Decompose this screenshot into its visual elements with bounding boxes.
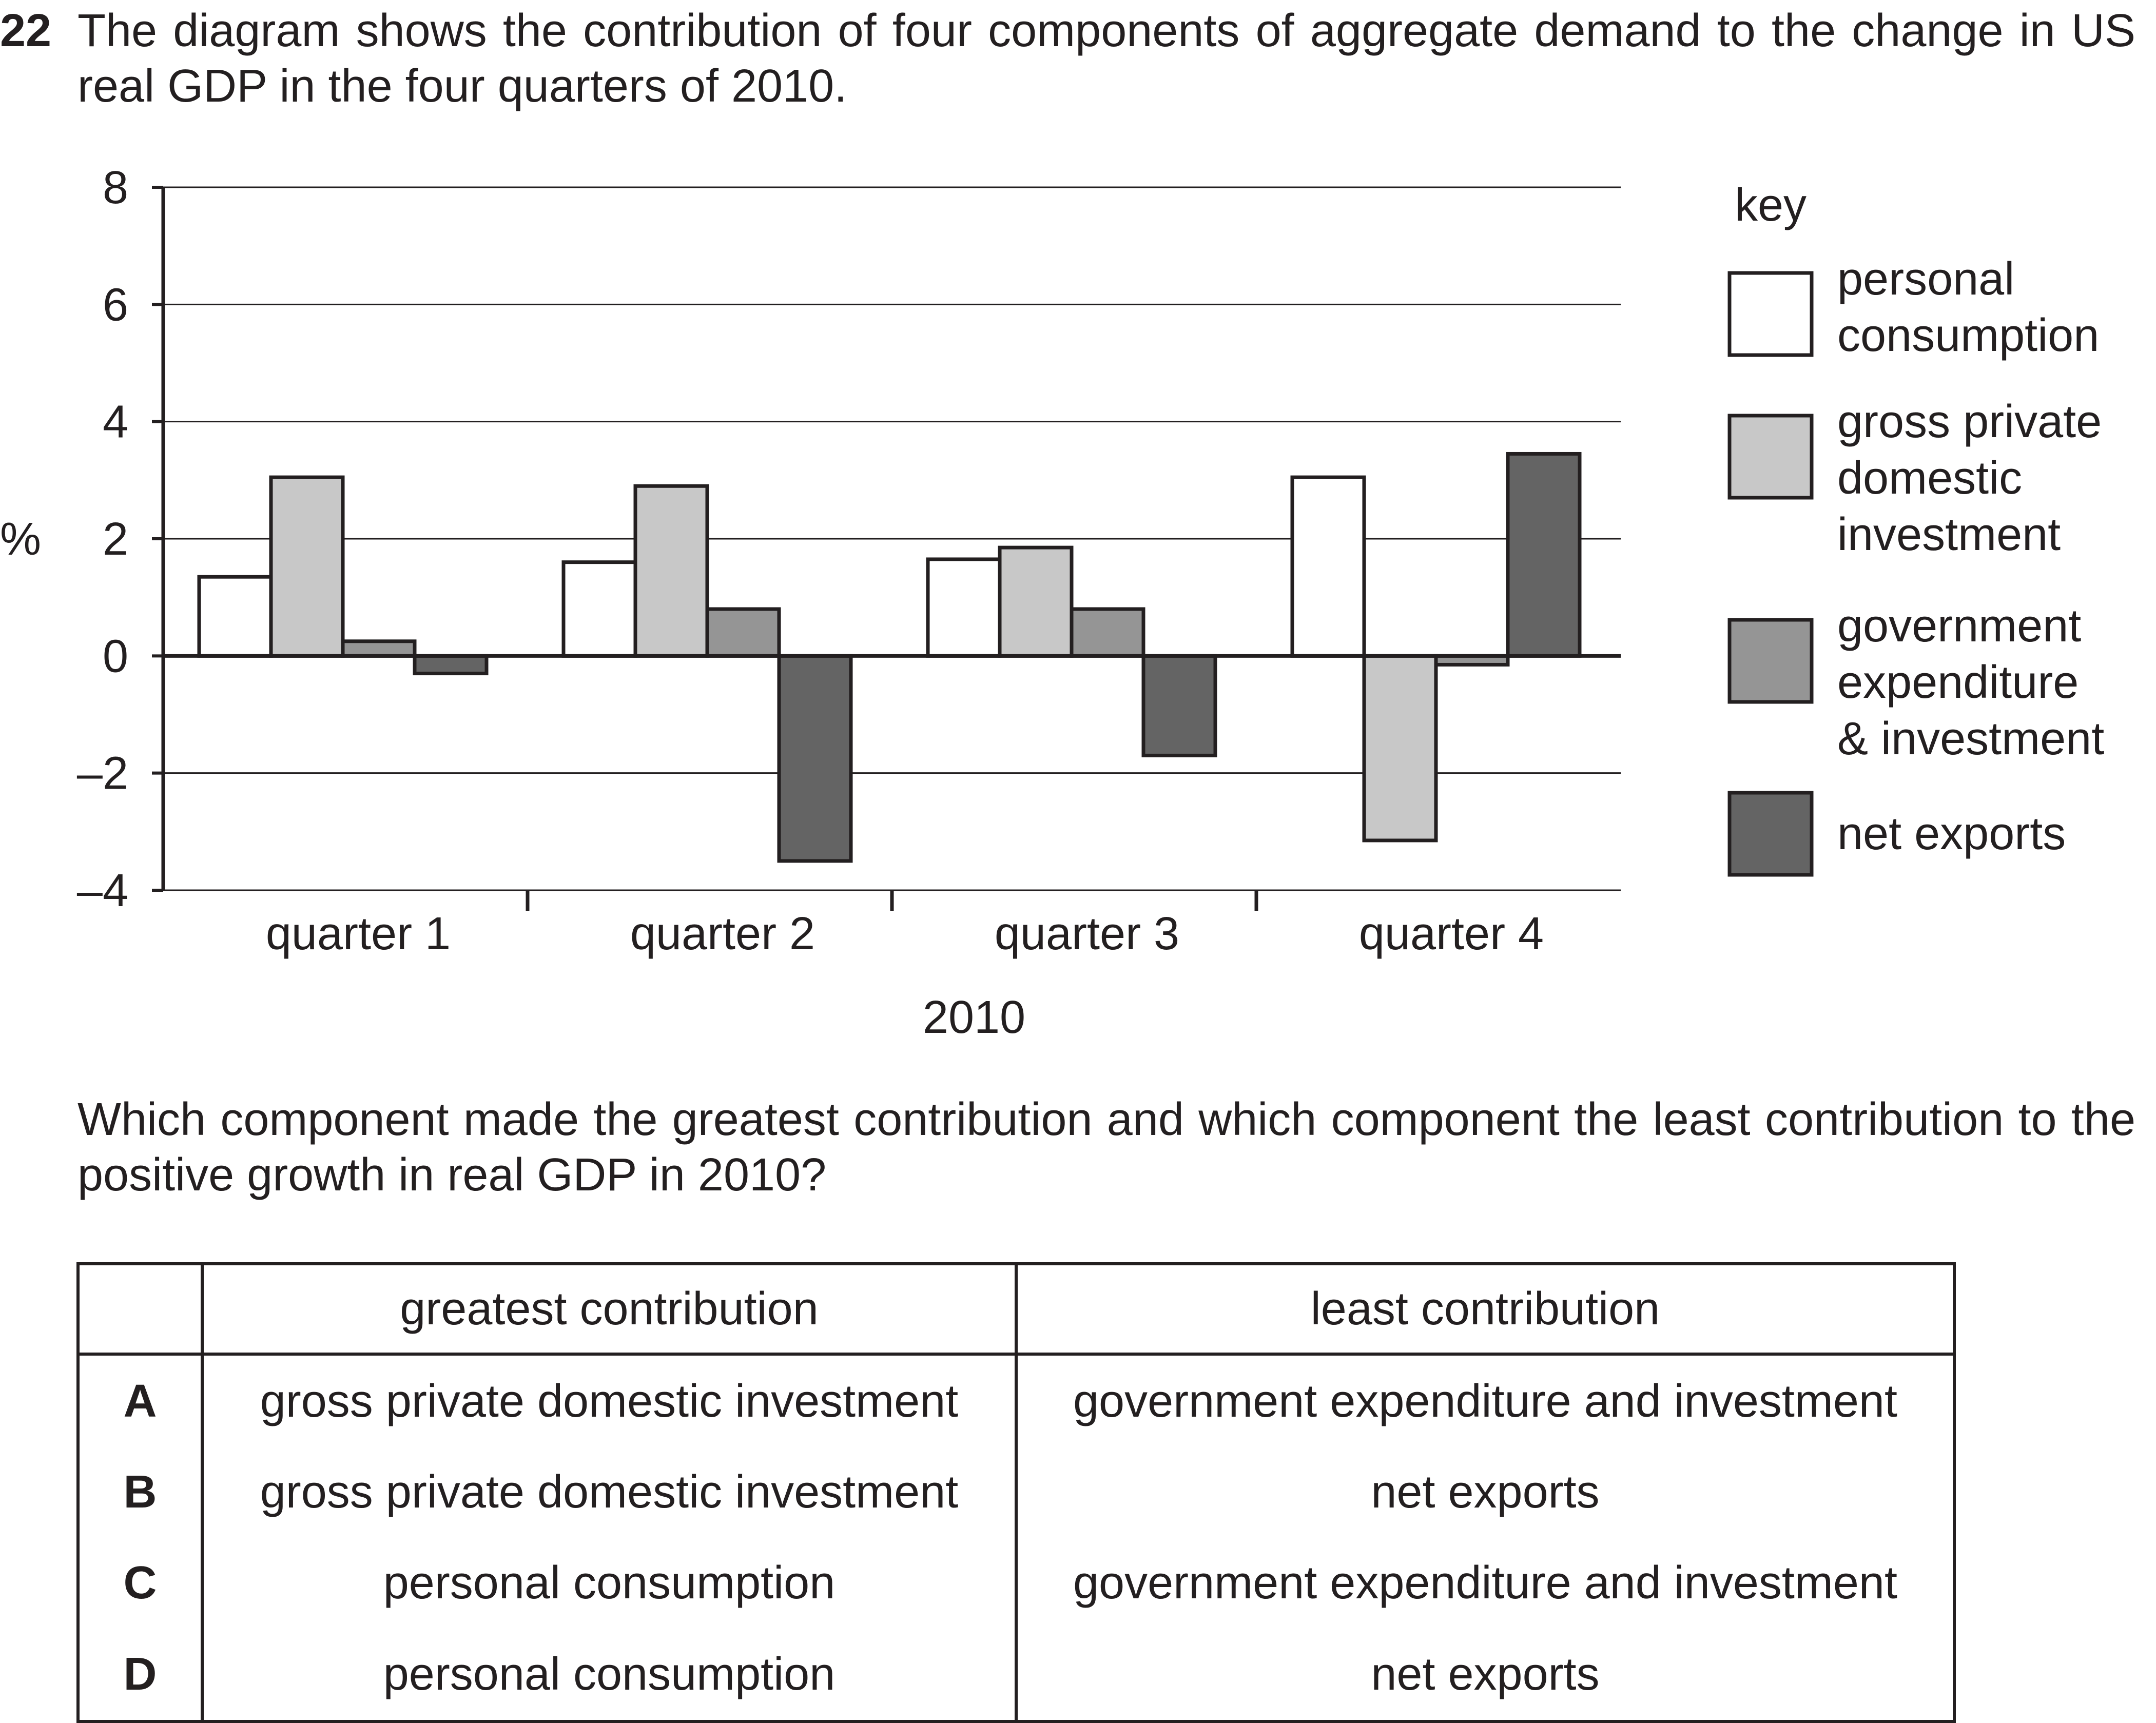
bar (413, 654, 489, 676)
option-least: government expenditure and investment (1073, 1557, 1897, 1609)
bar (777, 654, 853, 863)
bar (1290, 475, 1366, 658)
option-letter: D (78, 1629, 204, 1721)
legend-swatch (1727, 791, 1814, 877)
x-tick-label: quarter 1 (266, 908, 451, 960)
y-tick-label: 4 (103, 397, 128, 448)
y-tick-label: –2 (77, 748, 128, 799)
legend-label: & investment (1837, 713, 2104, 765)
y-tick-label: 0 (103, 631, 128, 682)
legend-title: key (1735, 180, 1807, 231)
bar (705, 607, 781, 658)
table-header-least: least contribution (1016, 1264, 1954, 1356)
bar (1362, 654, 1438, 843)
bar (633, 484, 709, 658)
table-header-row: greatest contribution least contribution (78, 1264, 1954, 1356)
bar (998, 545, 1074, 658)
option-least: net exports (1371, 1648, 1600, 1700)
table-header-greatest: greatest contribution (202, 1264, 1018, 1356)
option-letter: C (78, 1538, 204, 1629)
legend-swatch (1727, 414, 1814, 500)
option-greatest: personal consumption (202, 1538, 1018, 1629)
y-tick-label: –4 (77, 865, 128, 916)
legend-label: personal (1837, 253, 2014, 305)
y-tick-label: 2 (103, 514, 128, 565)
answer-table: greatest contribution least contribution… (76, 1262, 1956, 1723)
bar (269, 475, 345, 658)
bar (1141, 654, 1217, 757)
bars (197, 452, 1582, 863)
legend-label: domestic (1837, 453, 2022, 504)
legend-label: expenditure (1837, 657, 2079, 708)
table-row[interactable]: B gross private domestic investment net … (78, 1446, 1954, 1538)
question-number: 22 (0, 5, 52, 56)
legend-label: government (1837, 600, 2081, 652)
y-tick-label: 6 (103, 279, 128, 330)
bar (341, 639, 417, 658)
axes (152, 186, 1621, 911)
legend-label: consumption (1837, 310, 2099, 361)
table-header-letter (78, 1264, 204, 1356)
option-letter: B (78, 1446, 204, 1538)
bar (561, 560, 637, 658)
option-greatest: gross private domestic investment (202, 1354, 1018, 1447)
bar (197, 575, 273, 658)
legend-swatch (1727, 618, 1814, 704)
option-least: government expenditure and investment (1073, 1375, 1897, 1427)
table-row[interactable]: C personal consumption government expend… (78, 1538, 1954, 1629)
x-tick-label: quarter 2 (630, 908, 815, 960)
question-prompt: Which component made the greatest contri… (77, 1094, 2135, 1201)
x-axis-label: 2010 (923, 992, 1025, 1036)
axis-labels: 8 6 4 2 0 –2 –4 quarter 1 quarter 2 quarter 3 quar… (0, 162, 1544, 1036)
y-axis-label: % (0, 514, 41, 565)
option-greatest: personal consumption (202, 1629, 1018, 1721)
legend-label: gross private (1837, 396, 2102, 447)
option-letter: A (78, 1354, 204, 1447)
bar (1070, 607, 1145, 658)
y-tick-label: 8 (103, 162, 128, 213)
legend-swatch (1727, 271, 1814, 357)
table-row[interactable]: D personal consumption net exports (78, 1629, 1954, 1721)
legend-label: net exports (1837, 808, 2066, 859)
bar-chart: 8 6 4 2 0 –2 –4 quarter 1 quarter 2 quarter 3 quar… (0, 162, 2104, 1036)
question-stem: The diagram shows the contribution of fo… (77, 5, 2135, 112)
option-least: net exports (1371, 1466, 1600, 1518)
option-greatest: gross private domestic investment (202, 1446, 1018, 1538)
legend-label: investment (1837, 509, 2061, 560)
x-tick-label: quarter 4 (1359, 908, 1544, 960)
bar (926, 557, 1002, 658)
x-tick-label: quarter 3 (995, 908, 1179, 960)
table-row[interactable]: A gross private domestic investment gove… (78, 1354, 1954, 1447)
bar (1506, 452, 1582, 658)
